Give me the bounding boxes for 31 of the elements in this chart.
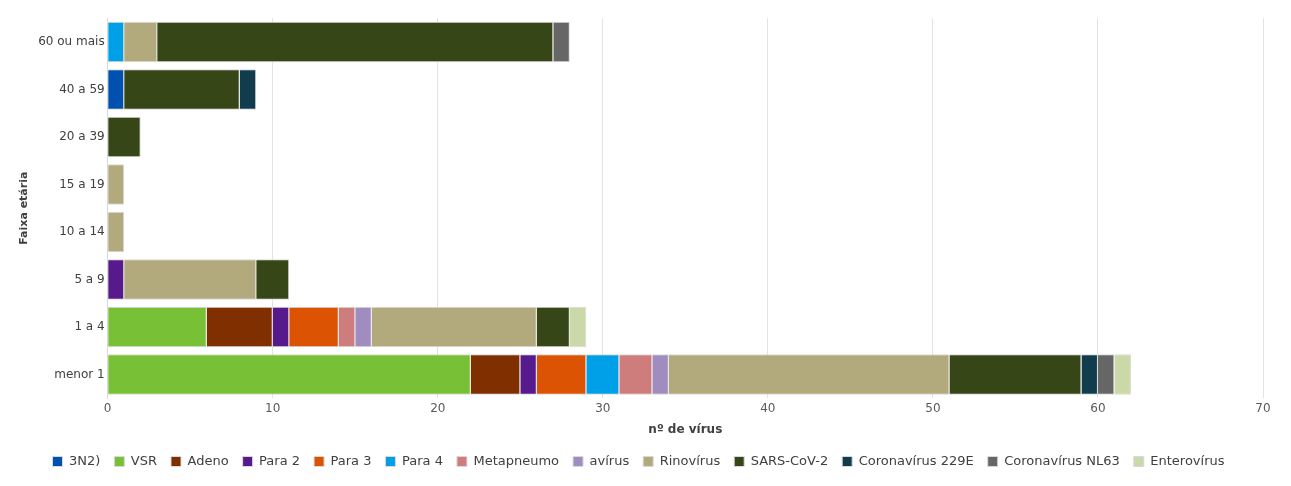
legend-label: Para 4 (401, 452, 443, 468)
y-tick-label: 1 a 4 (74, 319, 105, 334)
y-axis-title: Faixa etária (17, 171, 31, 245)
legend-label: Para 3 (330, 452, 372, 468)
x-tick-label: 20 (430, 400, 446, 415)
legend-label: Enterovírus (1150, 452, 1225, 468)
legend-label: 3N2) (68, 452, 101, 468)
legend-label: VSR (130, 452, 158, 468)
legend-label: Coronavírus 229E (858, 452, 974, 468)
x-tick-label: 0 (103, 400, 112, 415)
legend-label: Coronavírus NL63 (1004, 452, 1120, 468)
y-tick-label: 60 ou mais (38, 34, 105, 49)
x-tick-label: 10 (265, 400, 281, 415)
x-tick-label: 60 (1090, 400, 1106, 415)
y-tick-label: 40 a 59 (59, 81, 105, 96)
legend-label: SARS-CoV-2 (750, 452, 829, 468)
legend-label: Rinovírus (659, 452, 721, 468)
y-tick-label: 20 a 39 (59, 129, 105, 144)
legend-label: Metapneumo (473, 452, 560, 468)
y-tick-label: 15 a 19 (59, 176, 105, 191)
x-tick-label: 40 (760, 400, 776, 415)
y-tick-label: 5 a 9 (74, 271, 105, 286)
x-tick-label: 50 (925, 400, 941, 415)
legend-label: avírus (589, 452, 630, 468)
x-tick-label: 30 (595, 400, 611, 415)
legend-label: Para 2 (259, 452, 301, 468)
x-tick-label: 70 (1255, 400, 1271, 415)
x-axis-title: nº de vírus (648, 421, 723, 436)
y-tick-label: 10 a 14 (59, 224, 105, 239)
legend-label: Adeno (187, 452, 229, 468)
y-tick-label: menor 1 (54, 366, 105, 381)
